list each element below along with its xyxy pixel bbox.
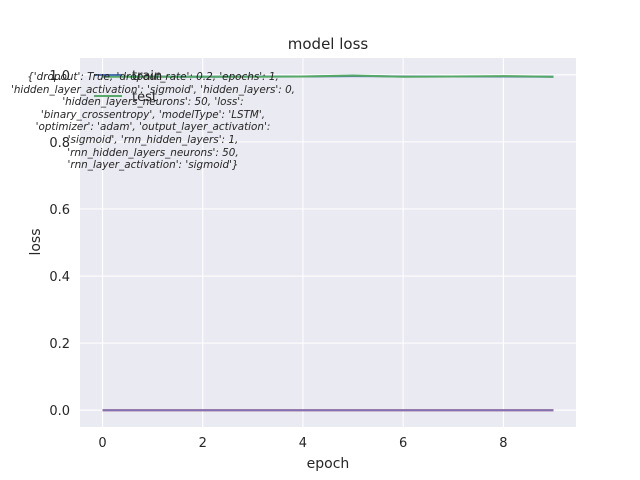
x-axis-ticks: 0 2 4 6 8 [98,436,507,451]
chart-title: model loss [288,35,369,53]
y-axis-ticks: 0.0 0.2 0.4 0.6 0.8 1.0 [49,69,70,419]
y-axis-label: loss [28,228,44,255]
x-tick-label: 8 [499,436,507,451]
y-tick-label: 0.2 [49,337,70,352]
x-tick-label: 6 [399,436,407,451]
y-tick-label: 0.6 [49,203,70,218]
x-tick-label: 4 [299,436,307,451]
x-tick-label: 2 [199,436,207,451]
legend-train-label: train [132,69,162,84]
y-tick-label: 0.8 [49,136,70,151]
model-config-annotation: {'dropout': True, 'dropout_rate': 0.2, '… [10,71,295,172]
series-lines [102,74,554,412]
y-tick-label: 1.0 [49,69,70,84]
grid-lines [80,58,576,427]
test-line [102,74,554,78]
legend-test-label: test [132,90,157,105]
plot-area [80,58,576,427]
x-axis-label: epoch [307,456,350,472]
x-tick-label: 0 [98,436,106,451]
y-tick-label: 0.0 [49,404,70,419]
legend: train test [94,69,162,105]
y-tick-label: 0.4 [49,270,70,285]
